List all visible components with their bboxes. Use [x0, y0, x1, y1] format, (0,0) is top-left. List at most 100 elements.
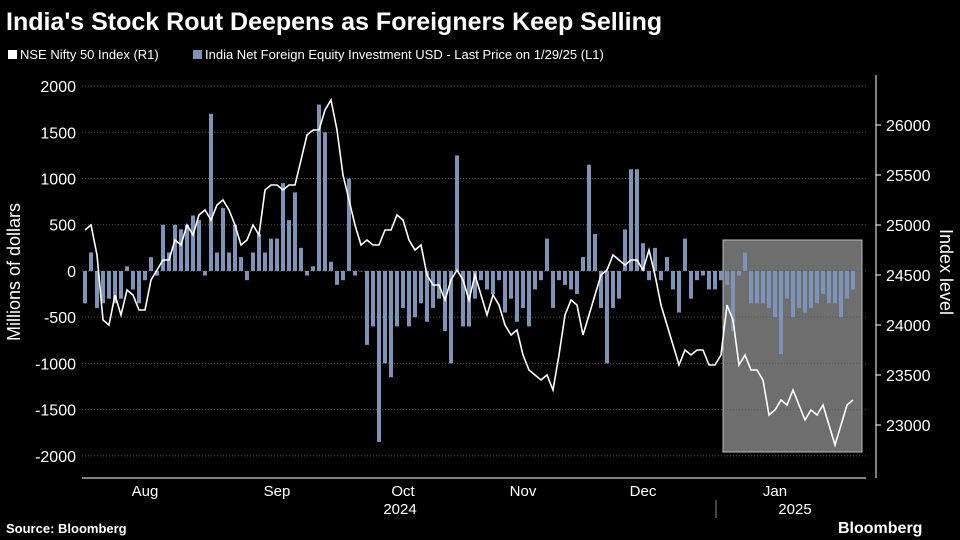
bar: [575, 270, 579, 295]
bar: [377, 270, 381, 442]
bar: [677, 270, 681, 313]
bar: [185, 224, 189, 271]
bar: [689, 270, 693, 299]
bar: [587, 164, 591, 271]
brand: Bloomberg: [838, 520, 922, 537]
bar: [479, 270, 483, 281]
bar: [113, 270, 117, 304]
y2-tick-label: 24500: [886, 268, 931, 285]
bar: [839, 270, 843, 318]
bar: [695, 270, 699, 281]
bar: [719, 270, 723, 281]
bar: [683, 238, 687, 271]
bar: [311, 266, 315, 271]
bar: [653, 247, 657, 271]
bar: [395, 270, 399, 327]
bar: [119, 270, 123, 299]
bar: [803, 270, 807, 313]
bar: [275, 238, 279, 271]
bar: [827, 270, 831, 304]
line: [84, 97, 854, 448]
bar: [347, 178, 351, 271]
bar: [143, 270, 147, 281]
bar: [89, 252, 93, 271]
bar: [617, 270, 621, 299]
legend-swatch: [193, 50, 202, 59]
bar: [599, 270, 603, 308]
bar: [551, 270, 555, 308]
bar: [263, 252, 267, 271]
bar: [491, 270, 495, 295]
source: Source: Bloomberg: [6, 521, 127, 536]
bar: [431, 270, 435, 308]
bar: [773, 270, 777, 318]
bar: [539, 270, 543, 281]
bar: [797, 270, 801, 308]
bar: [323, 132, 327, 271]
bar: [293, 192, 297, 271]
bar: [137, 270, 141, 304]
bar: [95, 270, 99, 308]
bar: [257, 233, 261, 271]
year-label: 2025: [778, 501, 811, 518]
bar: [521, 270, 525, 308]
bar: [149, 257, 153, 271]
bar: [215, 252, 219, 271]
bar: [671, 270, 675, 290]
bar: [647, 270, 651, 281]
legend-label: NSE Nifty 50 Index (R1): [20, 47, 159, 62]
y2-tick-label: 26000: [886, 118, 931, 135]
bar: [335, 270, 339, 285]
bar: [833, 270, 837, 304]
legend-swatch: [8, 50, 17, 59]
bar: [761, 270, 765, 304]
bar: [809, 270, 813, 308]
y-tick-label: -500: [44, 310, 76, 327]
bar: [305, 270, 309, 276]
bar: [233, 224, 237, 271]
bar: [845, 270, 849, 299]
bar: [173, 224, 177, 271]
bar: [287, 220, 291, 271]
bar: [785, 270, 789, 299]
x-tick-label: Aug: [132, 483, 159, 500]
x-tick-label: Jan: [763, 483, 787, 500]
bar: [557, 270, 561, 281]
bar: [101, 270, 105, 304]
bar: [755, 270, 759, 304]
y-tick-label: 1500: [40, 125, 76, 142]
y2-tick-label: 23500: [886, 368, 931, 385]
bar: [623, 229, 627, 271]
bar: [251, 252, 255, 271]
bar: [191, 215, 195, 271]
bar: [83, 270, 87, 304]
bar: [713, 270, 717, 290]
bar: [665, 257, 669, 271]
bar: [227, 252, 231, 271]
bar: [203, 270, 207, 276]
bar: [635, 169, 639, 271]
bar: [401, 270, 405, 308]
y2-tick-label: 23000: [886, 418, 931, 435]
bar: [701, 270, 705, 276]
bar: [209, 113, 213, 271]
legend-label: India Net Foreign Equity Investment USD …: [205, 47, 604, 62]
bar: [269, 238, 273, 271]
bar: [413, 270, 417, 318]
bar: [767, 270, 771, 308]
bar: [155, 270, 159, 276]
bar: [245, 270, 249, 281]
bar: [419, 270, 423, 304]
bar: [497, 270, 501, 281]
y2-tick-label: 25000: [886, 218, 931, 235]
bar: [731, 270, 735, 332]
y-tick-label: -1000: [35, 356, 76, 373]
y2-tick-label: 25500: [886, 168, 931, 185]
x-tick-label: Dec: [630, 483, 657, 500]
bar: [131, 270, 135, 290]
year-label: 2024: [383, 501, 416, 518]
bar: [359, 270, 363, 272]
y-tick-label: -1500: [35, 403, 76, 420]
